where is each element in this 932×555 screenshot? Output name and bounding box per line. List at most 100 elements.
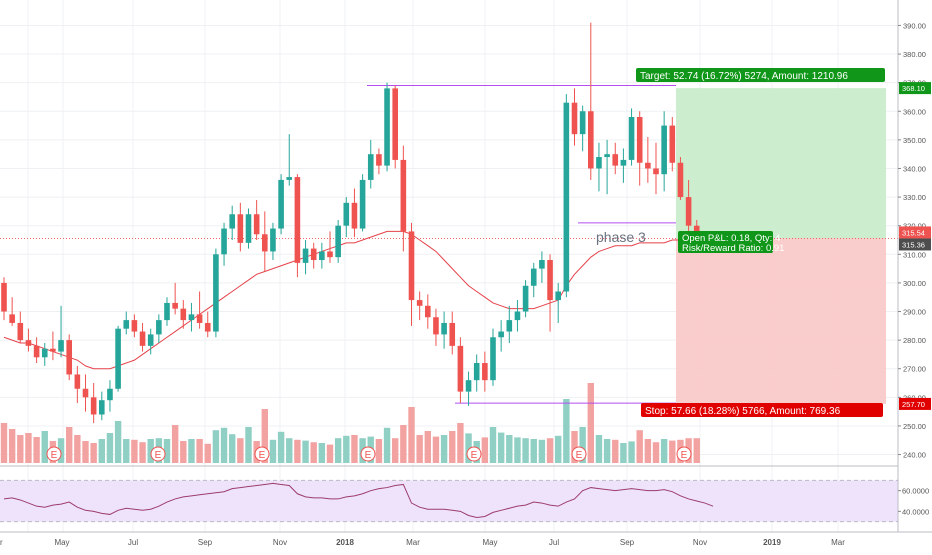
candle-body — [539, 260, 545, 269]
candle-body — [669, 125, 676, 163]
volume-bar — [636, 430, 643, 463]
candle-body — [229, 214, 235, 229]
price-tick-label: 300.00 — [903, 279, 926, 288]
candle-body — [653, 168, 659, 175]
candle-body — [506, 320, 513, 332]
candle-body — [115, 328, 121, 389]
volume-bar — [237, 438, 244, 463]
candle-body — [221, 228, 227, 255]
candle-body — [107, 388, 113, 401]
price-axis[interactable]: 390.00380.00370.00360.00350.00340.00330.… — [897, 0, 932, 532]
last-price-tag-box — [899, 226, 931, 239]
rr-label: Risk/Reward Ratio: 0.91 — [682, 243, 784, 254]
candle-body — [367, 154, 374, 180]
time-axis-label: Mar — [831, 538, 845, 547]
candle-body — [204, 322, 211, 332]
candle-body — [547, 260, 553, 301]
volume-bar — [612, 439, 619, 463]
candle-body — [457, 345, 464, 392]
volume-bar — [204, 443, 211, 463]
price-tick-label: 280.00 — [903, 336, 926, 345]
volume-bar — [343, 435, 350, 463]
time-axis[interactable]: r May Jul Sep Nov 2018 Mar May Jul Sep Nov 2019 Mar — [0, 531, 932, 550]
candle-body — [628, 116, 635, 160]
candle-body — [164, 302, 170, 321]
volume-bar — [571, 431, 578, 463]
candle-body — [685, 197, 692, 226]
candle-body — [196, 314, 203, 323]
price-tick-label: 310.00 — [903, 250, 926, 259]
earnings-marker: E — [571, 446, 587, 462]
price-tick-label: 290.00 — [903, 308, 926, 317]
price-tick-label: 380.00 — [903, 50, 926, 59]
candle-body — [425, 305, 431, 318]
candle-body — [563, 102, 570, 292]
time-axis-label: Mar — [406, 538, 420, 547]
volume-bar — [245, 427, 252, 463]
candle-body — [131, 320, 138, 332]
candle-body — [278, 179, 284, 229]
volume-bar — [0, 423, 8, 463]
price-tick-label: 360.00 — [903, 107, 926, 116]
volume-bar — [326, 444, 334, 463]
candle-body — [530, 268, 537, 286]
volume-bar — [74, 435, 81, 463]
volume-bar — [383, 427, 391, 463]
volume-bar — [481, 437, 489, 463]
volume-bar — [310, 442, 317, 463]
time-axis-label: Sep — [198, 538, 213, 547]
candle-body — [596, 157, 602, 169]
candle-body — [90, 397, 97, 415]
candle-body — [636, 116, 643, 163]
time-axis-label: Jul — [549, 538, 559, 547]
volume-bar — [33, 437, 40, 463]
volume-bar — [286, 438, 293, 463]
candle-body — [588, 111, 594, 169]
price-tick-label: 350.00 — [903, 136, 926, 145]
volume-bar — [449, 431, 456, 463]
earnings-marker: E — [46, 446, 62, 462]
candle-body — [555, 291, 561, 301]
volume-bar — [82, 441, 89, 463]
volume-bar — [555, 435, 562, 463]
price-tick-label: 260.00 — [903, 393, 926, 402]
earnings-letter: E — [576, 450, 583, 461]
candle-body — [310, 248, 317, 261]
annotations: Target: 52.74 (16.72%) 5274, Amount: 121… — [596, 68, 885, 417]
candle-body — [571, 102, 578, 135]
volume-bar — [66, 427, 73, 463]
candle-body — [579, 111, 586, 135]
volume-bar — [408, 407, 415, 463]
earnings-letter: E — [681, 450, 688, 461]
volume-bar — [131, 439, 138, 463]
volume-bar — [400, 425, 407, 463]
volume-bar — [392, 438, 399, 463]
volume-bar — [171, 425, 179, 463]
volume-bar — [294, 439, 301, 463]
candle-body — [400, 159, 407, 232]
volume-bar — [123, 439, 130, 463]
volume-bar — [261, 409, 268, 463]
pnl-label: Open P&L: 0.18, Qty: 4 — [682, 233, 780, 244]
ma-price-tag-box — [899, 238, 931, 251]
earnings-circle — [466, 446, 482, 462]
volume-bar — [188, 439, 195, 463]
volume-bar — [497, 432, 505, 463]
earnings-marker: E — [254, 446, 270, 462]
volume-bar — [17, 435, 24, 463]
time-axis-label: Nov — [273, 538, 287, 547]
time-axis-label: May — [54, 538, 69, 547]
earnings-circle — [360, 446, 376, 462]
candle-body — [99, 400, 105, 415]
volume-bar — [416, 435, 423, 463]
candle-body — [237, 214, 244, 243]
target-zone — [676, 88, 886, 239]
time-axis-label: 2018 — [336, 538, 354, 547]
earnings-letter: E — [471, 450, 478, 461]
time-axis-label: Sep — [620, 538, 635, 547]
candle-body — [302, 248, 309, 263]
price-tick-label: 250.00 — [903, 422, 926, 431]
rsi-band — [0, 480, 898, 522]
